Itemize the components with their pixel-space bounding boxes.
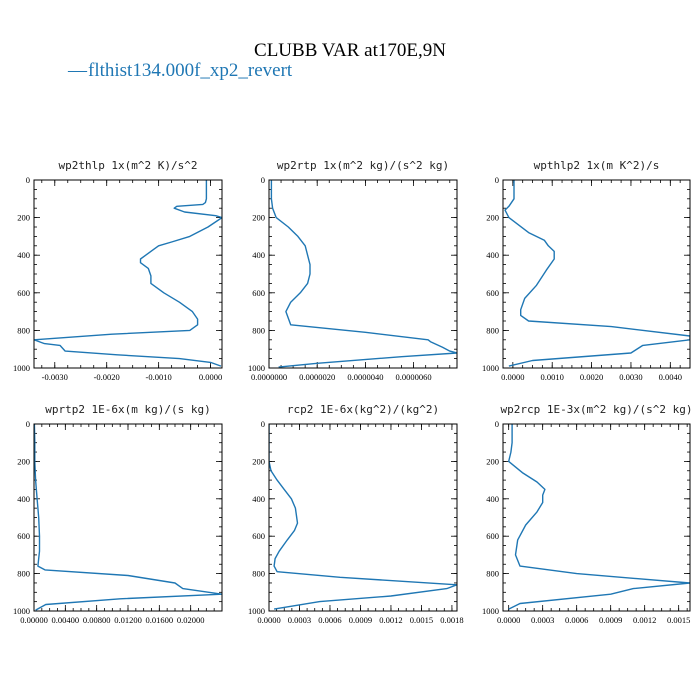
y-tick-label: 400 <box>17 494 30 504</box>
y-tick-label: 0 <box>26 175 30 185</box>
panels-grid: wp2thlp 1x(m^2 K)/s^2 -0.0030 -0.0020 -0.00… <box>13 159 693 625</box>
y-tick-label: 1000 <box>482 606 499 616</box>
figure-title: CLUBB VAR at170E,9N <box>254 40 446 61</box>
panel-5: rcp2 1E-6x(kg^2)/(kg^2) 0.0000 0.0003 0.000… <box>248 403 464 625</box>
panel-title: wprtp2 1E-6x(m kg)/(s kg) <box>45 403 211 416</box>
x-tick-label: 0.0000 <box>497 615 520 625</box>
x-tick-label: 0.0020 <box>580 372 603 382</box>
legend: — flthist134.000f_xp2_revert <box>67 60 293 81</box>
y-tick-label: 0 <box>26 419 30 429</box>
x-tick-label: 0.0000020 <box>299 372 335 382</box>
panel-6: wp2rcp 1E-3x(m^2 kg)/(s^2 kg) 0.0000 0.000… <box>482 403 693 625</box>
y-tick-label: 1000 <box>13 606 30 616</box>
y-tick-label: 400 <box>17 250 30 260</box>
y-tick-label: 400 <box>252 250 265 260</box>
panel-1: wp2thlp 1x(m^2 K)/s^2 -0.0030 -0.0020 -0.00… <box>13 159 223 382</box>
x-tick-label: 0.0040 <box>659 372 682 382</box>
panel-3: wpthlp2 1x(m K^2)/s 0.0000 0.0010 0.0020 0.0… <box>482 159 691 382</box>
x-tick-label: 0.0000060 <box>396 372 432 382</box>
y-tick-label: 200 <box>252 456 265 466</box>
panel-title: wp2thlp 1x(m^2 K)/s^2 <box>58 159 197 172</box>
x-tick-label: 0.01200 <box>114 615 142 625</box>
y-tick-label: 200 <box>17 213 30 223</box>
x-tick-label: 0.0010 <box>541 372 564 382</box>
panel-title: rcp2 1E-6x(kg^2)/(kg^2) <box>287 403 439 416</box>
legend-marker: — <box>67 60 88 81</box>
legend-entry-label: flthist134.000f_xp2_revert <box>88 60 293 81</box>
x-tick-label: 0.02000 <box>177 615 205 625</box>
y-tick-label: 1000 <box>248 606 265 616</box>
y-tick-label: 600 <box>486 531 499 541</box>
y-tick-label: 0 <box>261 175 265 185</box>
x-tick-label: -0.0020 <box>94 372 120 382</box>
x-tick-label: 0.0000 <box>257 615 280 625</box>
plot-frame <box>502 423 691 612</box>
x-tick-label: 0.0006 <box>565 615 588 625</box>
y-tick-label: 600 <box>252 288 265 298</box>
panel-2: wp2rtp 1x(m^2 kg)/(s^2 kg) 0.0000000 0.000… <box>248 159 458 382</box>
y-tick-label: 1000 <box>248 363 265 373</box>
panel-4: wprtp2 1E-6x(m kg)/(s kg)0.00000 0.00400 0… <box>13 403 223 625</box>
x-tick-label: 0.0015 <box>410 615 433 625</box>
y-tick-label: 800 <box>486 325 499 335</box>
x-tick-label: 0.0003 <box>531 615 554 625</box>
y-tick-label: 400 <box>486 494 499 504</box>
x-tick-label: 0.0030 <box>619 372 642 382</box>
series-line-1 <box>508 424 690 610</box>
plot-frame <box>33 423 223 612</box>
x-tick-label: -0.0030 <box>42 372 68 382</box>
x-tick-label: 0.00000 <box>20 615 48 625</box>
panel-title: wp2rcp 1E-3x(m^2 kg)/(s^2 kg) <box>500 403 692 416</box>
y-tick-label: 800 <box>252 325 265 335</box>
y-tick-label: 0 <box>495 175 499 185</box>
y-tick-label: 800 <box>252 569 265 579</box>
panel-title: wp2rtp 1x(m^2 kg)/(s^2 kg) <box>277 159 449 172</box>
y-tick-label: 200 <box>252 213 265 223</box>
x-tick-label: 0.0012 <box>633 615 656 625</box>
series-line-1 <box>504 180 690 367</box>
x-tick-label: 0.0012 <box>379 615 402 625</box>
y-tick-label: 400 <box>486 250 499 260</box>
x-tick-label: 0.0000040 <box>347 372 383 382</box>
x-tick-label: 0.0003 <box>288 615 311 625</box>
x-tick-label: 0.0000000 <box>251 372 287 382</box>
y-tick-label: 200 <box>17 456 30 466</box>
y-tick-label: 1000 <box>482 363 499 373</box>
x-tick-label: 0.0000 <box>199 372 222 382</box>
x-tick-label: 0.0015 <box>667 615 690 625</box>
x-tick-label: 0.01600 <box>146 615 174 625</box>
x-tick-label: 0.0018 <box>440 615 463 625</box>
series-line-1 <box>270 180 457 368</box>
panel-title: wpthlp2 1x(m K^2)/s <box>534 159 660 172</box>
x-tick-label: 0.0009 <box>599 615 622 625</box>
y-tick-label: 200 <box>486 213 499 223</box>
series-line-1 <box>34 424 222 611</box>
x-tick-label: 0.0006 <box>318 615 341 625</box>
plot-frame <box>268 179 458 369</box>
y-tick-label: 0 <box>495 419 499 429</box>
plot-frame <box>502 179 691 369</box>
y-tick-label: 0 <box>261 419 265 429</box>
y-tick-label: 1000 <box>13 363 30 373</box>
y-tick-label: 600 <box>17 288 30 298</box>
y-tick-label: 600 <box>252 531 265 541</box>
series-line-1 <box>269 424 457 610</box>
x-tick-label: 0.00800 <box>83 615 111 625</box>
plot-frame <box>33 179 223 369</box>
y-tick-label: 800 <box>486 569 499 579</box>
x-tick-label: -0.0010 <box>146 372 172 382</box>
x-tick-label: 0.00400 <box>52 615 80 625</box>
y-tick-label: 800 <box>17 325 30 335</box>
y-tick-label: 600 <box>17 531 30 541</box>
x-tick-label: 0.0009 <box>349 615 372 625</box>
y-tick-label: 800 <box>17 569 30 579</box>
plot-frame <box>268 423 458 612</box>
series-line-1 <box>34 180 222 367</box>
x-tick-label: 0.0000 <box>501 372 524 382</box>
y-tick-label: 200 <box>486 456 499 466</box>
y-tick-label: 600 <box>486 288 499 298</box>
y-tick-label: 400 <box>252 494 265 504</box>
